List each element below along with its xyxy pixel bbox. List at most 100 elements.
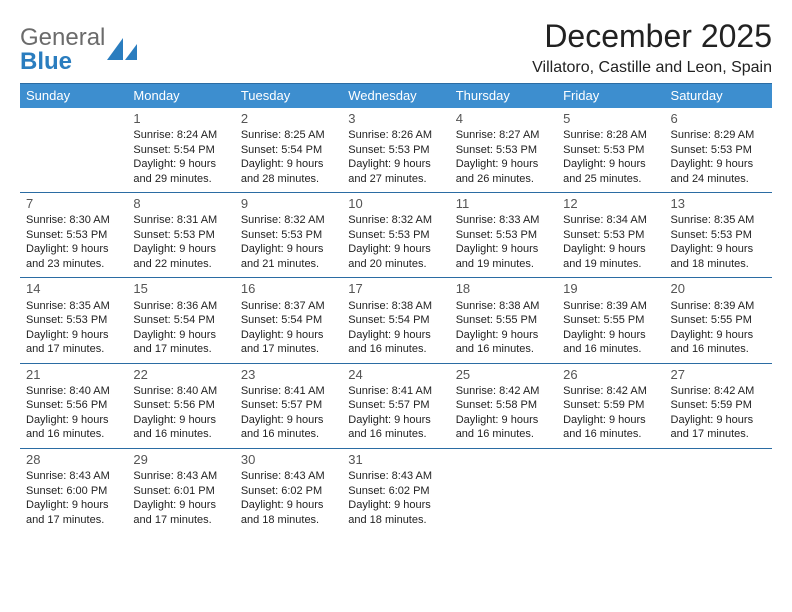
daylight-line-1: Daylight: 9 hours (348, 157, 445, 172)
day-number: 10 (348, 195, 445, 212)
day-number: 14 (26, 280, 123, 297)
calendar-day-cell: 9Sunrise: 8:32 AMSunset: 5:53 PMDaylight… (235, 193, 342, 278)
calendar-day-cell: 18Sunrise: 8:38 AMSunset: 5:55 PMDayligh… (450, 278, 557, 363)
day-number: 27 (671, 366, 768, 383)
day-number: 26 (563, 366, 660, 383)
sunset-line: Sunset: 5:54 PM (241, 143, 338, 158)
day-number: 12 (563, 195, 660, 212)
daylight-line-2: and 17 minutes. (26, 342, 123, 357)
daylight-line-1: Daylight: 9 hours (133, 157, 230, 172)
daylight-line-1: Daylight: 9 hours (348, 413, 445, 428)
calendar-day-cell: 15Sunrise: 8:36 AMSunset: 5:54 PMDayligh… (127, 278, 234, 363)
logo-sail-icon (105, 36, 139, 62)
calendar-day-cell: 23Sunrise: 8:41 AMSunset: 5:57 PMDayligh… (235, 363, 342, 448)
daylight-line-2: and 17 minutes. (241, 342, 338, 357)
sunrise-line: Sunrise: 8:42 AM (563, 384, 660, 399)
day-number: 21 (26, 366, 123, 383)
sunset-line: Sunset: 5:57 PM (241, 398, 338, 413)
day-number: 13 (671, 195, 768, 212)
calendar-week-row: 28Sunrise: 8:43 AMSunset: 6:00 PMDayligh… (20, 448, 772, 533)
daylight-line-1: Daylight: 9 hours (133, 413, 230, 428)
calendar-day-cell: 17Sunrise: 8:38 AMSunset: 5:54 PMDayligh… (342, 278, 449, 363)
daylight-line-1: Daylight: 9 hours (26, 242, 123, 257)
daylight-line-2: and 16 minutes. (563, 427, 660, 442)
daylight-line-2: and 16 minutes. (348, 427, 445, 442)
daylight-line-2: and 17 minutes. (26, 513, 123, 528)
calendar-day-cell: 29Sunrise: 8:43 AMSunset: 6:01 PMDayligh… (127, 448, 234, 533)
sunrise-line: Sunrise: 8:39 AM (563, 299, 660, 314)
daylight-line-2: and 24 minutes. (671, 172, 768, 187)
sunrise-line: Sunrise: 8:29 AM (671, 128, 768, 143)
daylight-line-2: and 18 minutes. (241, 513, 338, 528)
sunrise-line: Sunrise: 8:26 AM (348, 128, 445, 143)
day-number: 4 (456, 110, 553, 127)
daylight-line-1: Daylight: 9 hours (456, 242, 553, 257)
day-number: 8 (133, 195, 230, 212)
calendar-week-row: 14Sunrise: 8:35 AMSunset: 5:53 PMDayligh… (20, 278, 772, 363)
daylight-line-2: and 28 minutes. (241, 172, 338, 187)
daylight-line-1: Daylight: 9 hours (241, 498, 338, 513)
day-number: 22 (133, 366, 230, 383)
sunrise-line: Sunrise: 8:35 AM (671, 213, 768, 228)
weekday-header-row: Sunday Monday Tuesday Wednesday Thursday… (20, 84, 772, 108)
sunrise-line: Sunrise: 8:25 AM (241, 128, 338, 143)
sunset-line: Sunset: 5:54 PM (133, 143, 230, 158)
daylight-line-2: and 22 minutes. (133, 257, 230, 272)
daylight-line-1: Daylight: 9 hours (26, 328, 123, 343)
sunrise-line: Sunrise: 8:43 AM (133, 469, 230, 484)
daylight-line-1: Daylight: 9 hours (241, 157, 338, 172)
page-title: December 2025 (532, 18, 772, 55)
day-number: 25 (456, 366, 553, 383)
logo-text: General Blue (20, 26, 105, 74)
day-number: 17 (348, 280, 445, 297)
sunrise-line: Sunrise: 8:40 AM (133, 384, 230, 399)
calendar-day-cell: 31Sunrise: 8:43 AMSunset: 6:02 PMDayligh… (342, 448, 449, 533)
calendar-day-cell: 28Sunrise: 8:43 AMSunset: 6:00 PMDayligh… (20, 448, 127, 533)
calendar-day-cell: 2Sunrise: 8:25 AMSunset: 5:54 PMDaylight… (235, 108, 342, 193)
calendar-day-cell: 11Sunrise: 8:33 AMSunset: 5:53 PMDayligh… (450, 193, 557, 278)
daylight-line-1: Daylight: 9 hours (133, 242, 230, 257)
calendar-week-row: 21Sunrise: 8:40 AMSunset: 5:56 PMDayligh… (20, 363, 772, 448)
daylight-line-2: and 18 minutes. (671, 257, 768, 272)
sunrise-line: Sunrise: 8:38 AM (348, 299, 445, 314)
day-number: 24 (348, 366, 445, 383)
calendar-day-cell (450, 448, 557, 533)
sunset-line: Sunset: 5:56 PM (133, 398, 230, 413)
calendar-day-cell: 22Sunrise: 8:40 AMSunset: 5:56 PMDayligh… (127, 363, 234, 448)
day-number: 6 (671, 110, 768, 127)
day-number: 30 (241, 451, 338, 468)
daylight-line-2: and 19 minutes. (563, 257, 660, 272)
day-number: 9 (241, 195, 338, 212)
daylight-line-2: and 17 minutes. (671, 427, 768, 442)
calendar-week-row: 7Sunrise: 8:30 AMSunset: 5:53 PMDaylight… (20, 193, 772, 278)
day-number: 29 (133, 451, 230, 468)
sunset-line: Sunset: 6:02 PM (241, 484, 338, 499)
daylight-line-2: and 19 minutes. (456, 257, 553, 272)
calendar-day-cell: 10Sunrise: 8:32 AMSunset: 5:53 PMDayligh… (342, 193, 449, 278)
sunrise-line: Sunrise: 8:28 AM (563, 128, 660, 143)
day-number: 31 (348, 451, 445, 468)
daylight-line-2: and 18 minutes. (348, 513, 445, 528)
sunrise-line: Sunrise: 8:41 AM (348, 384, 445, 399)
sunset-line: Sunset: 5:55 PM (456, 313, 553, 328)
daylight-line-2: and 20 minutes. (348, 257, 445, 272)
calendar-day-cell: 5Sunrise: 8:28 AMSunset: 5:53 PMDaylight… (557, 108, 664, 193)
calendar-day-cell: 30Sunrise: 8:43 AMSunset: 6:02 PMDayligh… (235, 448, 342, 533)
daylight-line-1: Daylight: 9 hours (348, 328, 445, 343)
day-number: 28 (26, 451, 123, 468)
sunrise-line: Sunrise: 8:43 AM (241, 469, 338, 484)
sunrise-line: Sunrise: 8:36 AM (133, 299, 230, 314)
daylight-line-2: and 16 minutes. (671, 342, 768, 357)
day-number: 5 (563, 110, 660, 127)
daylight-line-2: and 23 minutes. (26, 257, 123, 272)
daylight-line-1: Daylight: 9 hours (563, 157, 660, 172)
sunset-line: Sunset: 5:53 PM (671, 228, 768, 243)
calendar-day-cell: 25Sunrise: 8:42 AMSunset: 5:58 PMDayligh… (450, 363, 557, 448)
daylight-line-1: Daylight: 9 hours (241, 328, 338, 343)
sunset-line: Sunset: 5:54 PM (133, 313, 230, 328)
sunrise-line: Sunrise: 8:42 AM (456, 384, 553, 399)
day-number: 23 (241, 366, 338, 383)
calendar-day-cell (557, 448, 664, 533)
daylight-line-2: and 16 minutes. (456, 342, 553, 357)
daylight-line-2: and 26 minutes. (456, 172, 553, 187)
